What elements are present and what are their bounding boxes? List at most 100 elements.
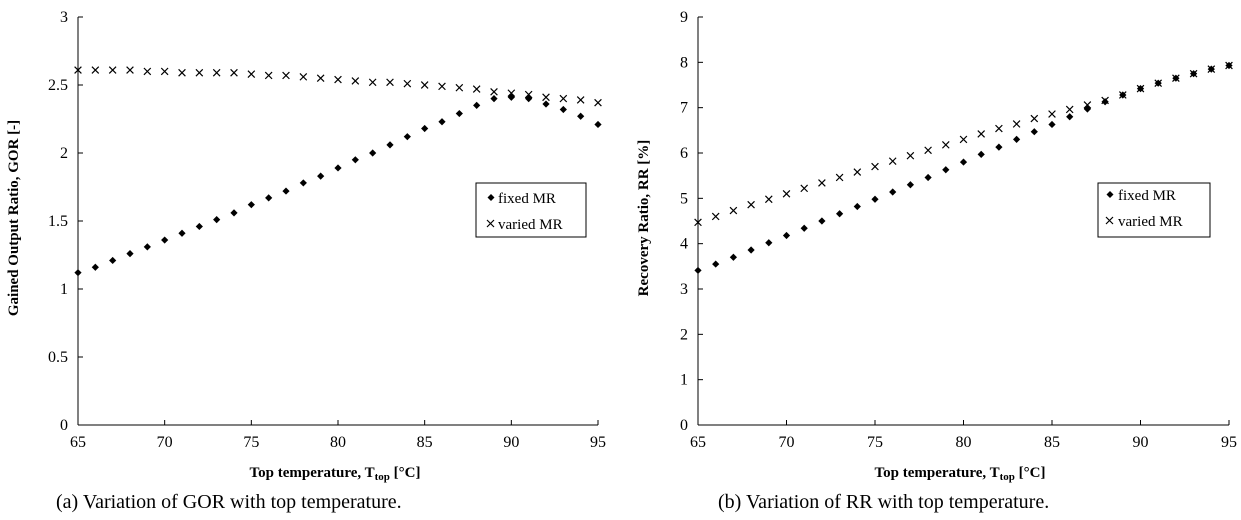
point-varied-mr: [1189, 69, 1198, 78]
point-varied-mr: [711, 212, 720, 221]
point-varied-mr: [1012, 120, 1021, 128]
point-varied-mr: [1048, 110, 1056, 118]
point-varied-mr: [420, 81, 429, 89]
point-varied-mr: [800, 184, 809, 193]
point-varied-mr: [126, 66, 134, 74]
point-fixed-mr: [765, 239, 773, 247]
point-varied-mr: [1207, 65, 1216, 73]
point-varied-mr: [559, 94, 568, 103]
point-fixed-mr: [942, 166, 950, 174]
point-varied-mr: [524, 90, 533, 99]
panel-b: 0 1 2 3 4 5 6 7 8 9 65 70 75 80 85 90 95 Recovery Ratio,…: [636, 9, 1237, 513]
point-varied-mr: [316, 74, 325, 83]
point-varied-mr: [924, 146, 932, 155]
point-varied-mr: [1030, 114, 1039, 123]
point-varied-mr: [1101, 96, 1109, 105]
point-varied-mr: [403, 79, 412, 88]
point-varied-mr: [368, 78, 377, 87]
point-varied-mr: [977, 130, 986, 138]
panel-a-legend-fixed: fixed MR: [487, 191, 556, 207]
point-fixed-mr: [161, 236, 169, 244]
point-fixed-mr: [836, 210, 844, 218]
point-varied-mr: [729, 206, 738, 215]
point-fixed-mr: [871, 195, 879, 203]
panel-b-y-tick-label: 8: [680, 54, 688, 71]
point-fixed-mr: [507, 93, 515, 101]
panel-b-legend-varied-label: varied MR: [1118, 214, 1183, 230]
panel-a-y-tick-label: 1.5: [48, 213, 68, 230]
panel-b-x-tick-label: 90: [1133, 434, 1149, 451]
panel-b-x-tick-label: 95: [1221, 434, 1237, 451]
point-fixed-mr: [282, 187, 290, 195]
point-fixed-mr: [1083, 105, 1091, 113]
panel-a-y-tick-label: 0.5: [48, 349, 68, 366]
point-fixed-mr: [1101, 98, 1109, 106]
panel-a-x-tick-label: 75: [243, 434, 259, 451]
point-varied-mr: [195, 68, 204, 77]
point-varied-mr: [906, 151, 915, 160]
panel-b-legend: fixed MR varied MR: [1097, 182, 1211, 238]
point-varied-mr: [230, 68, 238, 77]
point-fixed-mr: [559, 105, 567, 114]
point-varied-mr: [1065, 105, 1074, 114]
point-varied-mr: [299, 73, 308, 81]
panel-a-x-tick-label: 90: [503, 434, 519, 451]
point-varied-mr: [871, 162, 879, 171]
panel-b-xlabel-main: Top temperature, T: [874, 465, 999, 481]
panel-a-y-tick-label: 2: [60, 145, 68, 162]
point-fixed-mr: [1066, 113, 1074, 121]
point-fixed-mr: [747, 246, 755, 254]
point-fixed-mr: [334, 164, 342, 172]
point-varied-mr: [1172, 74, 1180, 83]
point-fixed-mr: [594, 120, 602, 129]
panel-b-axes: [697, 17, 1229, 426]
panel-b-x-tick-label: 70: [779, 434, 795, 451]
panel-a-legend: fixed MR varied MR: [475, 182, 587, 238]
panel-b-y-tick-label: 1: [680, 372, 688, 389]
panel-b-y-tick-label: 4: [680, 236, 688, 253]
point-fixed-mr: [977, 150, 985, 158]
point-varied-mr: [747, 200, 755, 209]
point-varied-mr: [351, 77, 360, 85]
point-fixed-mr: [712, 260, 720, 268]
panel-a-xlabel: Top temperature, Ttop [°C]: [249, 465, 420, 483]
panel-b-xlabel: Top temperature, Ttop [°C]: [874, 465, 1045, 483]
panel-b-caption: (b) Variation of RR with top temperature…: [718, 491, 1049, 513]
point-fixed-mr: [230, 209, 238, 217]
point-varied-mr: [888, 157, 897, 165]
point-fixed-mr: [143, 243, 151, 251]
panel-a-y-tick-label: 3: [60, 9, 68, 26]
point-fixed-mr: [1013, 135, 1021, 143]
panel-b-legend-fixed: fixed MR: [1106, 188, 1176, 204]
point-varied-mr: [835, 173, 844, 182]
point-fixed-mr: [247, 201, 255, 209]
legend-diamond-icon: [1106, 191, 1114, 198]
point-varied-mr: [247, 70, 256, 78]
point-varied-mr: [455, 83, 464, 92]
point-varied-mr: [1225, 61, 1233, 70]
point-fixed-mr: [906, 181, 914, 189]
panel-b-x-tick-label: 80: [956, 434, 972, 451]
point-fixed-mr: [995, 143, 1003, 151]
point-varied-mr: [576, 96, 585, 104]
panel-b-y-tick-label: 2: [680, 326, 688, 343]
point-varied-mr: [438, 82, 446, 91]
point-fixed-mr: [525, 95, 533, 103]
point-varied-mr: [264, 71, 273, 80]
panel-b-legend-box: [1097, 182, 1211, 238]
point-varied-mr: [941, 141, 950, 149]
point-fixed-mr: [195, 222, 203, 231]
point-fixed-mr: [729, 253, 737, 261]
panel-a-x-tick-label: 70: [157, 434, 173, 451]
point-fixed-mr: [126, 250, 134, 258]
panel-b-y-tick-label: 6: [680, 145, 688, 162]
point-fixed-mr: [889, 188, 897, 196]
panel-b-y-tick-label: 3: [680, 281, 688, 298]
point-varied-mr: [334, 75, 342, 84]
point-varied-mr: [160, 67, 169, 76]
point-fixed-mr: [109, 256, 117, 265]
panel-a-y-tick-label: 1: [60, 281, 68, 298]
panel-a-ylabel: Gained Output Ratio, GOR [-]: [6, 120, 22, 316]
panel-a-xlabel-main: Top temperature, T: [249, 465, 374, 481]
